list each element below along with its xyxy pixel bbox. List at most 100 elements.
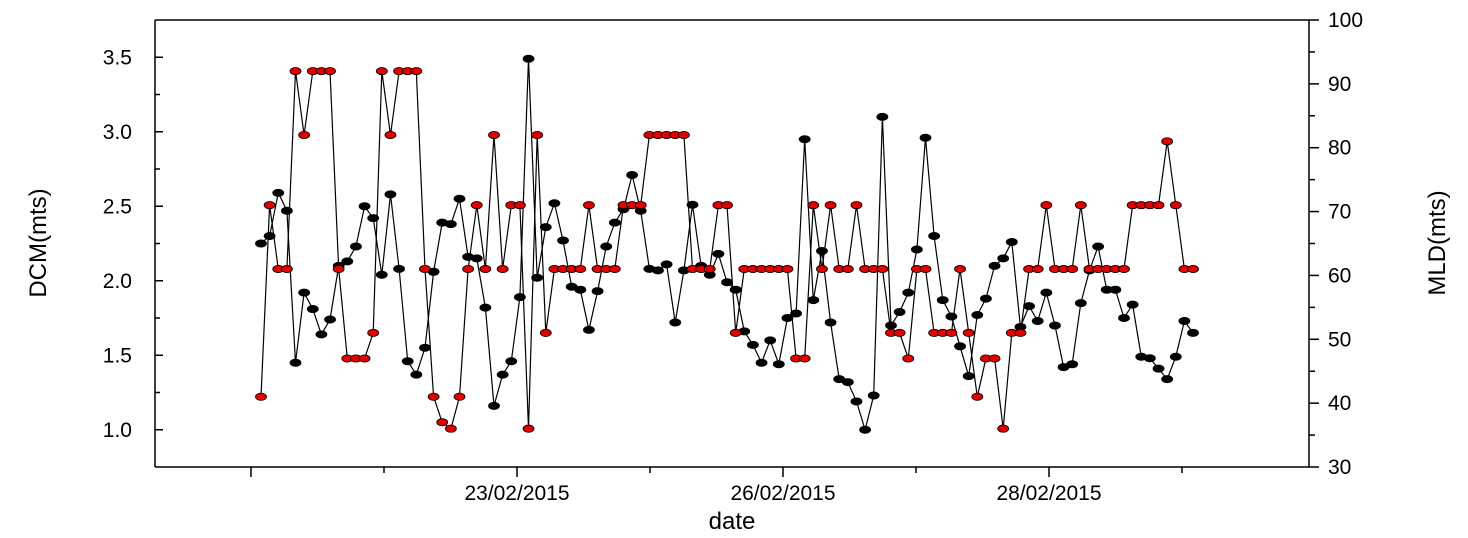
series-1-point xyxy=(755,358,768,367)
series-1-point xyxy=(410,370,423,379)
series-1-point xyxy=(928,232,941,241)
x-tick-label: 23/02/2015 xyxy=(464,482,569,505)
series-1-point xyxy=(444,220,457,229)
series-1-point xyxy=(539,223,552,232)
series-1-point xyxy=(747,340,759,349)
left-tick-label: 2.0 xyxy=(103,270,132,293)
series-1-point xyxy=(876,112,889,121)
series-1-point xyxy=(1092,242,1105,251)
series-1-point xyxy=(574,285,587,294)
series-2-point xyxy=(729,328,742,337)
series-1-point xyxy=(591,287,604,296)
series-2-point xyxy=(902,354,915,363)
series-1-point xyxy=(1066,360,1079,369)
series-2-point xyxy=(634,201,647,210)
series-1-point xyxy=(1074,299,1087,308)
series-2-point xyxy=(280,265,293,274)
series-1-point xyxy=(772,360,785,369)
series-2-point xyxy=(298,130,311,139)
series-2-point xyxy=(289,67,302,76)
series-2-point xyxy=(358,354,371,363)
series-2-point xyxy=(522,424,535,433)
right-tick-label: 50 xyxy=(1328,328,1351,351)
series-1-point xyxy=(289,358,302,367)
series-1-point xyxy=(280,206,293,215)
series-1-point xyxy=(1187,328,1199,337)
x-tick-label: 28/02/2015 xyxy=(996,482,1101,505)
series-1-point xyxy=(514,293,526,302)
series-2-point xyxy=(962,328,975,337)
series-2-point xyxy=(850,201,863,210)
series-2-point xyxy=(971,392,984,401)
series-2-point xyxy=(462,265,475,274)
series-2-point xyxy=(798,354,811,363)
series-1-point xyxy=(1118,313,1130,322)
series-2-point xyxy=(876,265,889,274)
right-tick-label: 100 xyxy=(1328,9,1363,32)
series-2-point xyxy=(893,328,906,337)
series-1-point xyxy=(557,236,569,245)
series-2-point xyxy=(410,67,423,76)
left-tick-label: 3.0 xyxy=(103,121,132,144)
series-1-point xyxy=(652,266,664,275)
series-2-point xyxy=(945,328,958,337)
series-1-point xyxy=(315,330,328,339)
series-1-point xyxy=(583,325,595,334)
series-1-point xyxy=(997,254,1010,263)
series-1-point xyxy=(954,342,966,351)
series-2-point xyxy=(470,201,483,210)
series-1-point xyxy=(867,391,880,400)
series-1-point xyxy=(660,260,673,269)
series-1-point xyxy=(729,285,742,294)
series-2-point xyxy=(1074,201,1087,210)
series-1-point xyxy=(962,372,975,381)
series-1-point xyxy=(1023,302,1035,311)
left-tick-label: 1.0 xyxy=(103,419,132,442)
series-1-point xyxy=(936,296,949,305)
series-layer xyxy=(255,54,1199,434)
series-1-point xyxy=(401,357,414,366)
series-2-point xyxy=(1066,265,1079,274)
series-1-point xyxy=(470,254,483,263)
series-1-point xyxy=(600,242,613,251)
series-2-point xyxy=(608,265,621,274)
series-2-point xyxy=(919,265,932,274)
series-2-point xyxy=(332,265,345,274)
series-1-point xyxy=(272,188,285,197)
series-1-point xyxy=(1143,354,1156,363)
series-1-point xyxy=(626,170,638,179)
series-1-point xyxy=(885,321,897,330)
series-2-point xyxy=(721,201,733,210)
series-2-point xyxy=(703,265,716,274)
series-2-point xyxy=(444,424,457,433)
series-1-point xyxy=(522,54,535,63)
series-2-point xyxy=(583,201,595,210)
series-line-2 xyxy=(260,70,1193,430)
series-1-point xyxy=(393,264,405,273)
series-2-point xyxy=(954,265,966,274)
series-2-point xyxy=(514,201,526,210)
right-tick-label: 40 xyxy=(1328,392,1351,415)
series-2-point xyxy=(1169,201,1182,210)
series-1-point xyxy=(1169,352,1182,361)
series-1-point xyxy=(548,199,561,208)
series-1-point xyxy=(807,296,820,305)
series-1-point xyxy=(367,214,380,223)
series-2-point xyxy=(1118,265,1130,274)
series-1-point xyxy=(841,378,854,387)
right-tick-label: 70 xyxy=(1328,201,1351,224)
series-1-point xyxy=(790,309,802,318)
series-2-point xyxy=(841,265,854,274)
left-tick-label: 2.5 xyxy=(103,195,132,218)
series-1-point xyxy=(945,312,958,321)
series-2-point xyxy=(419,265,431,274)
x-axis-ticks: 23/02/2015 26/02/2015 28/02/2015 xyxy=(250,467,1183,505)
series-1-point xyxy=(496,370,509,379)
series-2-point xyxy=(539,328,552,337)
series-1-point xyxy=(686,200,699,209)
series-1-point xyxy=(893,308,906,317)
series-1-point xyxy=(1031,316,1044,325)
series-1-point xyxy=(350,242,362,251)
series-1-point xyxy=(980,294,992,303)
